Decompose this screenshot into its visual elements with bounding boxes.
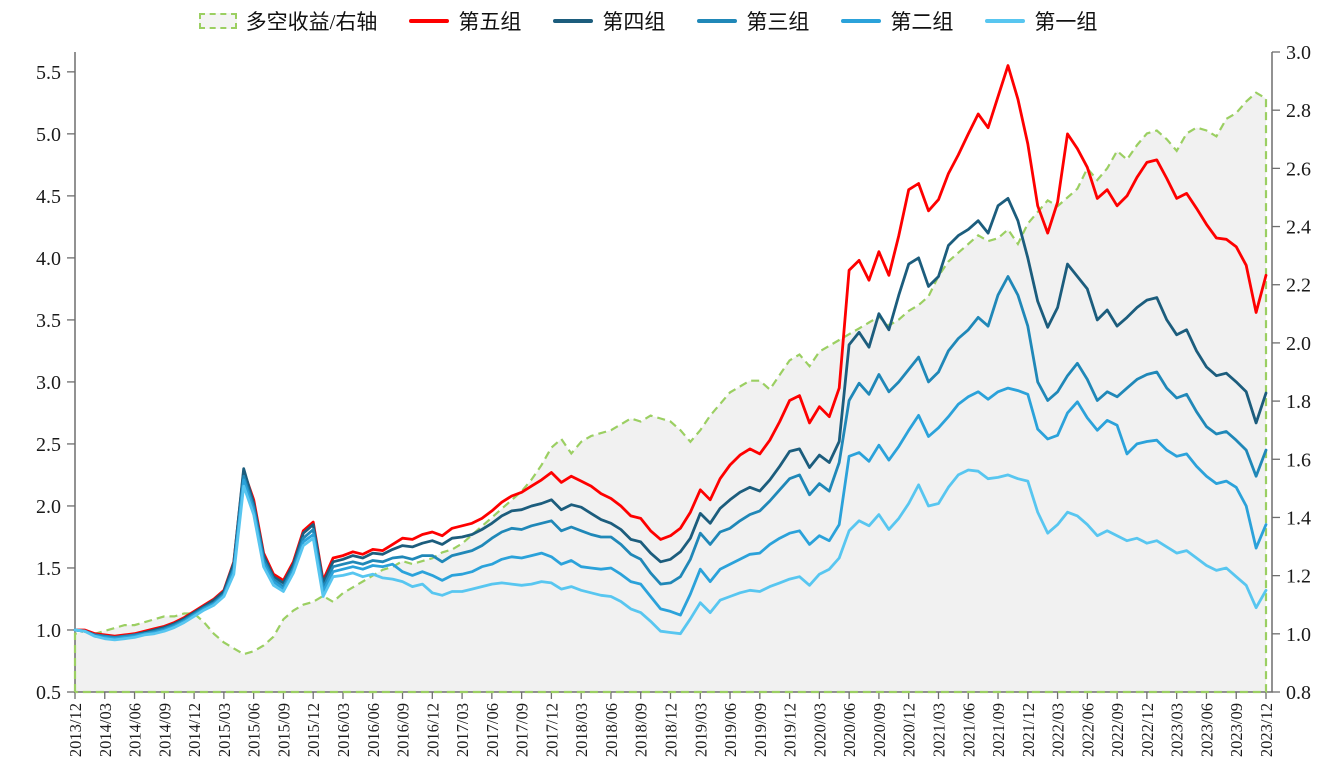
series-line-group-2 xyxy=(73,386,1268,641)
x-axis-label: 2023/06 xyxy=(1198,703,1217,757)
left-axis-label: 4.0 xyxy=(36,248,61,270)
left-axis-label: 4.5 xyxy=(36,186,61,208)
chart-legend: 多空收益/右轴 第五组 第四组 第三组 第二组 第一组 xyxy=(30,6,1266,36)
legend-label: 多空收益/右轴 xyxy=(245,10,378,34)
x-axis-label: 2020/12 xyxy=(900,703,919,757)
legend-label: 第二组 xyxy=(890,10,954,34)
left-axis-label: 5.0 xyxy=(36,124,61,146)
area-swatch-icon xyxy=(198,13,237,29)
x-axis-label: 2019/03 xyxy=(691,703,710,757)
x-axis-label: 2022/09 xyxy=(1108,703,1127,757)
right-axis-label: 2.6 xyxy=(1286,158,1311,180)
left-axis-label: 1.5 xyxy=(36,558,61,580)
line-swatch-icon xyxy=(409,18,450,24)
line-swatch-icon xyxy=(697,18,738,24)
x-axis-label: 2015/12 xyxy=(304,703,323,757)
right-axis-label: 2.4 xyxy=(1286,217,1311,239)
x-axis-label: 2017/06 xyxy=(483,703,502,757)
x-axis-label: 2015/09 xyxy=(274,703,293,757)
x-axis-label: 2013/12 xyxy=(66,703,85,757)
long-short-area-fill xyxy=(75,92,1266,692)
x-axis-label: 2023/09 xyxy=(1227,703,1246,757)
x-axis-label: 2021/12 xyxy=(1019,703,1038,757)
left-axis-label: 1.0 xyxy=(36,620,61,642)
right-axis-label: 2.0 xyxy=(1286,333,1311,355)
right-axis-label: 1.4 xyxy=(1286,507,1311,529)
left-axis-label: 5.5 xyxy=(36,62,61,84)
x-axis-label: 2014/03 xyxy=(96,703,115,757)
x-axis-label: 2015/03 xyxy=(215,703,234,757)
x-axis-label: 2021/06 xyxy=(959,703,978,757)
x-axis-label: 2020/03 xyxy=(810,703,829,757)
left-axis-label: 0.5 xyxy=(36,682,61,704)
right-axis-label: 1.8 xyxy=(1286,391,1311,413)
x-axis-label: 2018/03 xyxy=(572,703,591,757)
left-axis-label: 2.0 xyxy=(36,496,61,518)
right-axis-label: 2.8 xyxy=(1286,100,1311,122)
x-axis-label: 2016/03 xyxy=(334,703,353,757)
x-axis-label: 2019/06 xyxy=(721,703,740,757)
left-axis-label: 3.5 xyxy=(36,310,61,332)
x-axis-label: 2022/12 xyxy=(1138,703,1157,757)
line-swatch-icon xyxy=(985,18,1026,24)
series-line-group-1 xyxy=(73,468,1268,642)
legend-label: 第五组 xyxy=(458,10,522,34)
x-axis-label: 2017/09 xyxy=(513,703,532,757)
left-axis-label: 2.5 xyxy=(36,434,61,456)
right-axis-label: 1.6 xyxy=(1286,449,1311,471)
x-axis-label: 2021/03 xyxy=(930,703,949,757)
right-axis-label: 2.2 xyxy=(1286,275,1311,297)
right-axis-label: 0.8 xyxy=(1286,682,1311,704)
legend-label: 第三组 xyxy=(746,10,810,34)
x-axis-label: 2020/09 xyxy=(870,703,889,757)
legend-label: 第四组 xyxy=(602,10,666,34)
legend-item-group-1: 第一组 xyxy=(985,6,1097,36)
x-axis-label: 2014/06 xyxy=(126,703,145,757)
x-axis-label: 2020/06 xyxy=(840,703,859,757)
legend-item-long-short: 多空收益/右轴 xyxy=(198,6,378,36)
x-axis-label: 2017/03 xyxy=(453,703,472,757)
x-axis-label: 2015/06 xyxy=(245,703,264,757)
legend-item-group-5: 第五组 xyxy=(409,6,521,36)
x-axis-label: 2022/03 xyxy=(1049,703,1068,757)
right-axis-label: 1.0 xyxy=(1286,624,1311,646)
x-axis-label: 2018/09 xyxy=(632,703,651,757)
x-axis-label: 2018/06 xyxy=(602,703,621,757)
right-axis-label: 3.0 xyxy=(1286,42,1311,64)
x-axis-label: 2022/06 xyxy=(1078,703,1097,757)
series-line-long-short xyxy=(73,91,1268,694)
x-axis-label: 2014/09 xyxy=(155,703,174,757)
x-axis-label: 2016/06 xyxy=(364,703,383,757)
x-axis-label: 2023/03 xyxy=(1168,703,1187,757)
x-axis-label: 2016/12 xyxy=(423,703,442,757)
x-axis-label: 2021/09 xyxy=(989,703,1008,757)
legend-label: 第一组 xyxy=(1034,10,1098,34)
legend-item-group-4: 第四组 xyxy=(553,6,665,36)
x-axis-label: 2014/12 xyxy=(185,703,204,757)
x-axis-label: 2019/09 xyxy=(751,703,770,757)
left-axis-label: 3.0 xyxy=(36,372,61,394)
line-swatch-icon xyxy=(553,18,594,24)
x-axis-label: 2016/09 xyxy=(394,703,413,757)
legend-item-group-3: 第三组 xyxy=(697,6,809,36)
line-swatch-icon xyxy=(841,18,882,24)
x-axis-label: 2019/12 xyxy=(781,703,800,757)
right-axis-label: 1.2 xyxy=(1286,566,1311,588)
legend-item-group-2: 第二组 xyxy=(841,6,953,36)
x-axis-label: 2018/12 xyxy=(662,703,681,757)
x-axis-label: 2023/12 xyxy=(1257,703,1276,757)
x-axis-label: 2017/12 xyxy=(542,703,561,757)
